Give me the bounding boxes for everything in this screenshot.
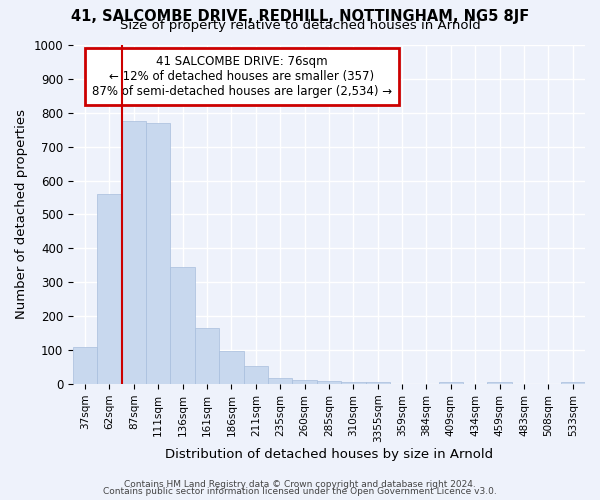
Bar bbox=[122, 122, 146, 384]
Text: Contains HM Land Registry data © Crown copyright and database right 2024.: Contains HM Land Registry data © Crown c… bbox=[124, 480, 476, 489]
Bar bbox=[317, 380, 341, 384]
Text: Contains public sector information licensed under the Open Government Licence v3: Contains public sector information licen… bbox=[103, 487, 497, 496]
Y-axis label: Number of detached properties: Number of detached properties bbox=[15, 110, 28, 320]
Bar bbox=[341, 382, 365, 384]
Bar bbox=[219, 351, 244, 384]
Bar bbox=[268, 378, 292, 384]
X-axis label: Distribution of detached houses by size in Arnold: Distribution of detached houses by size … bbox=[165, 448, 493, 461]
Bar bbox=[170, 267, 195, 384]
Bar bbox=[439, 382, 463, 384]
Text: 41, SALCOMBE DRIVE, REDHILL, NOTTINGHAM, NG5 8JF: 41, SALCOMBE DRIVE, REDHILL, NOTTINGHAM,… bbox=[71, 9, 529, 24]
Bar bbox=[195, 328, 219, 384]
Bar bbox=[292, 380, 317, 384]
Bar bbox=[73, 346, 97, 384]
Text: 41 SALCOMBE DRIVE: 76sqm
← 12% of detached houses are smaller (357)
87% of semi-: 41 SALCOMBE DRIVE: 76sqm ← 12% of detach… bbox=[92, 55, 392, 98]
Bar bbox=[560, 382, 585, 384]
Bar bbox=[365, 382, 390, 384]
Bar bbox=[244, 366, 268, 384]
Bar bbox=[97, 194, 122, 384]
Bar bbox=[146, 123, 170, 384]
Bar bbox=[487, 382, 512, 384]
Text: Size of property relative to detached houses in Arnold: Size of property relative to detached ho… bbox=[119, 19, 481, 32]
